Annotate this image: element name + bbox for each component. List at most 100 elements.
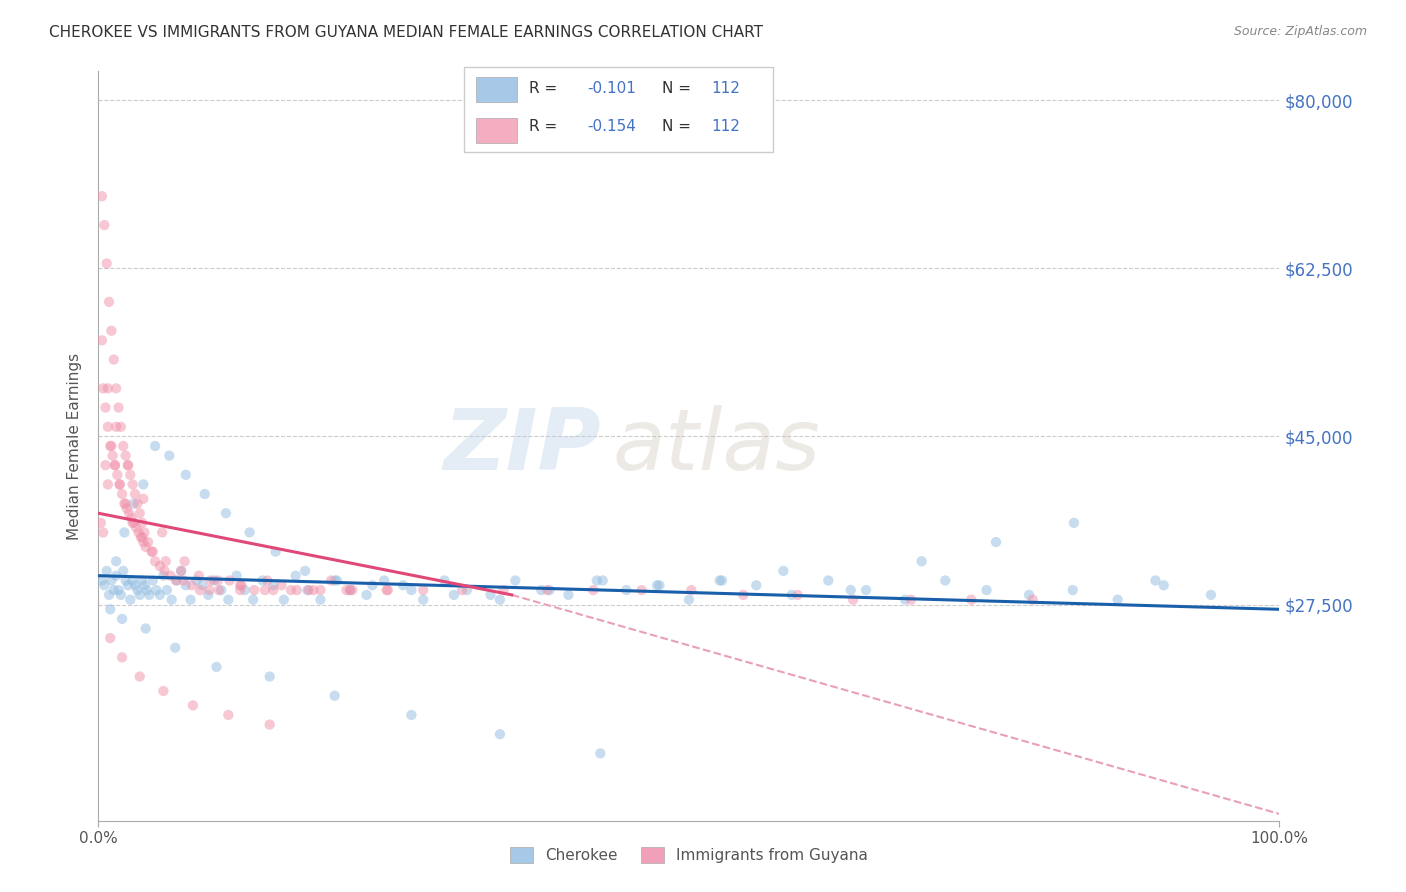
Point xyxy=(319,574,342,588)
Point xyxy=(780,588,803,602)
Point xyxy=(122,497,145,511)
Point xyxy=(187,568,209,582)
Point xyxy=(149,559,172,574)
Point xyxy=(375,583,398,598)
Point xyxy=(264,544,287,558)
Point xyxy=(745,578,768,592)
Point xyxy=(114,449,136,463)
Point xyxy=(153,564,176,578)
Point xyxy=(96,256,118,270)
FancyBboxPatch shape xyxy=(477,118,516,143)
Point xyxy=(1199,588,1222,602)
Point xyxy=(152,684,174,698)
Point xyxy=(505,574,527,588)
Point xyxy=(135,622,157,636)
Point xyxy=(342,583,364,598)
Point xyxy=(157,449,180,463)
Point xyxy=(585,574,607,588)
Point xyxy=(107,583,129,598)
Text: N =: N = xyxy=(662,81,690,96)
Point xyxy=(335,583,357,598)
Point xyxy=(197,588,219,602)
Point xyxy=(124,487,146,501)
Point xyxy=(134,525,156,540)
Point xyxy=(129,530,152,544)
Point xyxy=(112,439,135,453)
Point xyxy=(180,592,202,607)
Point xyxy=(143,439,166,453)
Point xyxy=(711,574,734,588)
Point xyxy=(155,554,177,568)
Point xyxy=(156,583,179,598)
Point xyxy=(111,650,134,665)
Point xyxy=(128,506,150,520)
Point xyxy=(209,583,232,598)
Point xyxy=(984,535,1007,549)
FancyBboxPatch shape xyxy=(477,77,516,103)
Point xyxy=(142,574,165,588)
Point xyxy=(112,525,135,540)
Point xyxy=(97,381,120,395)
Text: Source: ZipAtlas.com: Source: ZipAtlas.com xyxy=(1233,25,1367,38)
Point xyxy=(104,458,127,473)
Text: R =: R = xyxy=(529,81,557,96)
Point xyxy=(114,497,136,511)
Text: CHEROKEE VS IMMIGRANTS FROM GUYANA MEDIAN FEMALE EARNINGS CORRELATION CHART: CHEROKEE VS IMMIGRANTS FROM GUYANA MEDIA… xyxy=(49,25,763,40)
Text: 112: 112 xyxy=(711,119,741,134)
Point xyxy=(91,381,114,395)
Point xyxy=(401,583,423,598)
Point xyxy=(97,477,120,491)
Point xyxy=(174,467,197,482)
Point xyxy=(356,588,378,602)
Point xyxy=(207,574,229,588)
Point xyxy=(105,419,128,434)
Point xyxy=(121,516,143,530)
Point xyxy=(262,578,284,592)
Point xyxy=(772,564,794,578)
Point xyxy=(323,574,346,588)
Point xyxy=(451,583,474,598)
Point xyxy=(530,583,553,598)
Point xyxy=(433,574,456,588)
Point xyxy=(141,544,163,558)
Point xyxy=(256,574,278,588)
Point xyxy=(91,574,114,588)
Point xyxy=(114,574,136,588)
Point xyxy=(229,578,252,592)
Point xyxy=(165,574,187,588)
Point xyxy=(152,568,174,582)
Point xyxy=(121,574,143,588)
Point xyxy=(392,578,415,592)
Point xyxy=(614,583,637,598)
Point xyxy=(1144,574,1167,588)
Point xyxy=(120,467,142,482)
Point xyxy=(443,588,465,602)
Point xyxy=(239,525,262,540)
Point xyxy=(101,449,124,463)
Point xyxy=(1153,578,1175,592)
Point xyxy=(202,574,225,588)
Point xyxy=(107,401,129,415)
Point xyxy=(339,583,361,598)
Point xyxy=(134,578,156,592)
Point xyxy=(842,592,865,607)
Point xyxy=(173,554,195,568)
Point xyxy=(582,583,605,598)
Point xyxy=(165,640,187,655)
Text: -0.154: -0.154 xyxy=(588,119,637,134)
Point xyxy=(217,708,239,723)
Point xyxy=(96,564,118,578)
Point xyxy=(225,568,247,582)
Point xyxy=(100,574,122,588)
Point xyxy=(1062,583,1084,598)
Point xyxy=(105,467,128,482)
Point xyxy=(284,568,307,582)
Point xyxy=(188,583,211,598)
Point xyxy=(110,419,132,434)
Text: atlas: atlas xyxy=(612,404,820,488)
Point xyxy=(143,554,166,568)
Text: R =: R = xyxy=(529,119,557,134)
Point xyxy=(297,583,319,598)
Point xyxy=(536,583,558,598)
Point xyxy=(181,698,204,713)
